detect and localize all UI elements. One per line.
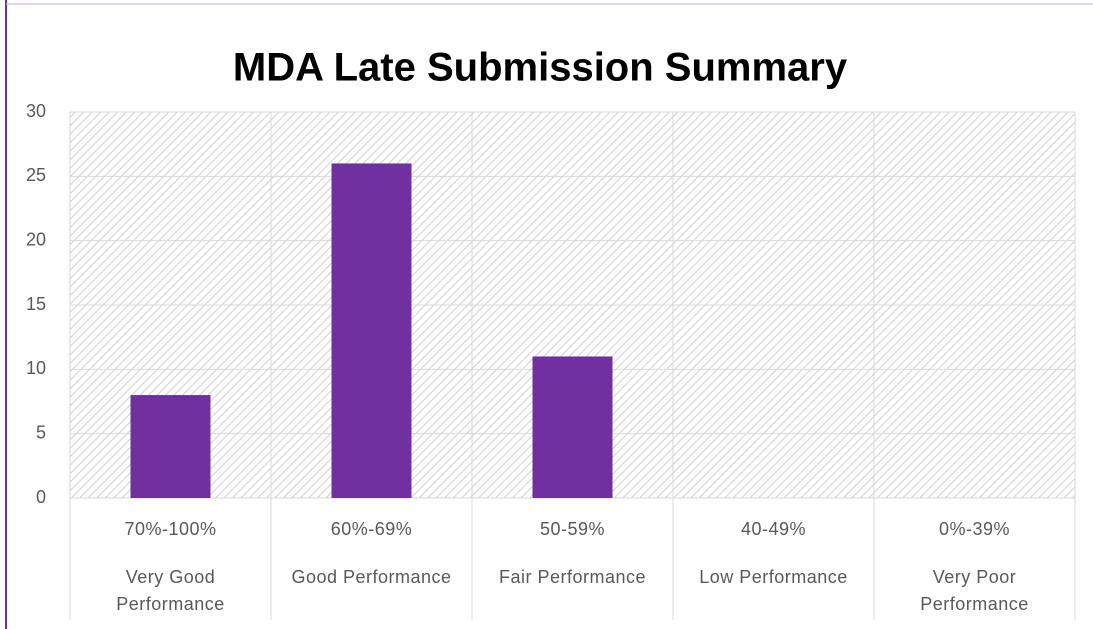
x-tick-label: 40-49%: [741, 519, 806, 539]
y-tick-label: 10: [26, 358, 46, 378]
x-tick-label: 70%-100%: [124, 519, 216, 539]
category-label: Very Poor Performance: [920, 567, 1029, 614]
category-label: Fair Performance: [498, 567, 647, 587]
y-tick-label: 15: [26, 294, 46, 314]
y-tick-label: 30: [26, 101, 46, 121]
category-label: Very Good Performance: [116, 567, 225, 614]
bar: [532, 356, 613, 498]
x-tick-label: 60%-69%: [331, 519, 413, 539]
category-label: Low Performance: [699, 567, 848, 587]
chart-title: MDA Late Submission Summary: [233, 46, 848, 90]
category-label: Good Performance: [291, 567, 452, 587]
y-tick-label: 5: [36, 422, 46, 442]
x-tick-label: 0%-39%: [939, 519, 1010, 539]
bar: [331, 163, 412, 498]
y-tick-label: 0: [36, 487, 46, 507]
y-tick-label: 20: [26, 229, 46, 249]
x-tick-label: 50-59%: [540, 519, 605, 539]
y-tick-label: 25: [26, 165, 46, 185]
bar: [130, 395, 211, 498]
